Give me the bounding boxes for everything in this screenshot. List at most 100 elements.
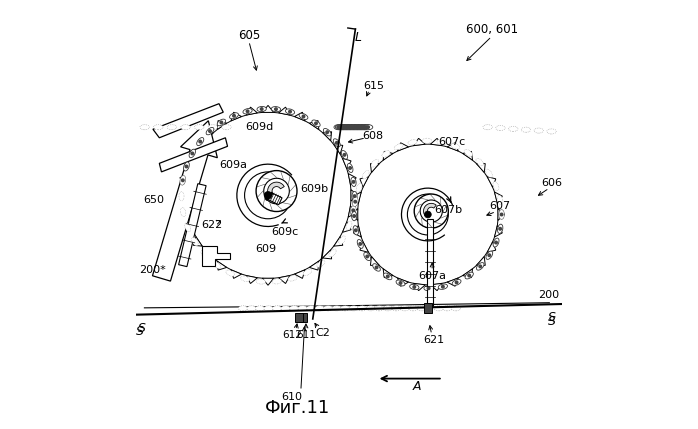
- Circle shape: [355, 229, 357, 232]
- Circle shape: [350, 126, 352, 128]
- Ellipse shape: [184, 162, 189, 171]
- Ellipse shape: [394, 144, 403, 150]
- Ellipse shape: [358, 124, 367, 130]
- Ellipse shape: [354, 124, 363, 130]
- Ellipse shape: [154, 124, 163, 130]
- Text: Фиг.11: Фиг.11: [265, 399, 330, 417]
- Text: 607a: 607a: [418, 271, 446, 281]
- Ellipse shape: [452, 306, 461, 311]
- Circle shape: [500, 213, 503, 216]
- Circle shape: [337, 126, 340, 128]
- Polygon shape: [309, 261, 319, 270]
- Text: 610: 610: [281, 392, 302, 402]
- Polygon shape: [424, 203, 436, 216]
- Ellipse shape: [290, 306, 299, 311]
- Circle shape: [352, 126, 355, 128]
- Text: C2: C2: [315, 328, 330, 338]
- Text: S: S: [547, 311, 556, 324]
- Circle shape: [275, 108, 277, 110]
- Ellipse shape: [168, 124, 177, 130]
- Polygon shape: [185, 158, 193, 169]
- Text: 609: 609: [255, 244, 276, 254]
- Circle shape: [352, 209, 355, 211]
- Circle shape: [365, 126, 368, 128]
- Circle shape: [455, 281, 458, 284]
- Polygon shape: [193, 237, 202, 246]
- Ellipse shape: [212, 261, 221, 269]
- Ellipse shape: [426, 306, 435, 311]
- Ellipse shape: [185, 223, 191, 232]
- Polygon shape: [309, 121, 319, 130]
- Circle shape: [260, 108, 263, 110]
- Ellipse shape: [181, 124, 191, 130]
- Circle shape: [343, 154, 346, 156]
- Circle shape: [359, 243, 362, 245]
- Polygon shape: [383, 269, 393, 278]
- Polygon shape: [265, 193, 273, 200]
- Polygon shape: [193, 145, 202, 154]
- Ellipse shape: [341, 151, 348, 159]
- Text: 607: 607: [490, 201, 511, 211]
- Polygon shape: [487, 242, 496, 252]
- Ellipse shape: [357, 306, 367, 311]
- Text: 609a: 609a: [219, 160, 247, 170]
- Ellipse shape: [306, 306, 316, 311]
- Text: 600, 601: 600, 601: [466, 23, 518, 36]
- Ellipse shape: [383, 306, 392, 311]
- Ellipse shape: [348, 124, 357, 130]
- Ellipse shape: [352, 124, 362, 130]
- Ellipse shape: [201, 251, 209, 258]
- Circle shape: [479, 265, 482, 268]
- Ellipse shape: [226, 270, 235, 276]
- Circle shape: [351, 126, 354, 128]
- Ellipse shape: [465, 272, 473, 279]
- Polygon shape: [205, 132, 214, 141]
- Polygon shape: [397, 278, 408, 286]
- Circle shape: [220, 121, 223, 124]
- Ellipse shape: [352, 191, 357, 201]
- Text: 605: 605: [238, 29, 260, 42]
- Ellipse shape: [257, 106, 267, 112]
- Circle shape: [413, 286, 415, 288]
- Ellipse shape: [498, 195, 503, 205]
- Ellipse shape: [217, 119, 225, 126]
- Ellipse shape: [239, 306, 248, 311]
- Ellipse shape: [339, 236, 346, 245]
- Polygon shape: [231, 270, 242, 278]
- Ellipse shape: [317, 260, 325, 267]
- Ellipse shape: [443, 306, 452, 311]
- Ellipse shape: [272, 106, 281, 112]
- Ellipse shape: [364, 252, 371, 260]
- Circle shape: [357, 144, 498, 285]
- Polygon shape: [180, 174, 188, 185]
- Circle shape: [353, 195, 356, 197]
- Polygon shape: [476, 163, 485, 172]
- Circle shape: [427, 287, 430, 290]
- Bar: [299, 313, 307, 322]
- Text: S: S: [138, 322, 145, 335]
- Polygon shape: [295, 270, 305, 278]
- Text: 621: 621: [424, 335, 445, 345]
- Circle shape: [359, 126, 362, 128]
- Ellipse shape: [392, 306, 401, 311]
- Polygon shape: [487, 177, 496, 187]
- Circle shape: [488, 254, 491, 257]
- Circle shape: [362, 126, 365, 128]
- Circle shape: [341, 126, 344, 128]
- Ellipse shape: [364, 124, 373, 130]
- Polygon shape: [180, 206, 188, 217]
- Ellipse shape: [181, 208, 186, 217]
- Circle shape: [315, 122, 318, 124]
- Ellipse shape: [241, 276, 250, 281]
- Circle shape: [209, 130, 211, 133]
- Ellipse shape: [499, 210, 504, 219]
- Ellipse shape: [323, 129, 331, 136]
- Text: 612: 612: [283, 330, 302, 340]
- Ellipse shape: [341, 306, 350, 311]
- Ellipse shape: [264, 306, 274, 311]
- Ellipse shape: [357, 124, 366, 130]
- Polygon shape: [153, 104, 223, 138]
- Polygon shape: [322, 132, 332, 141]
- Ellipse shape: [256, 279, 266, 284]
- Circle shape: [357, 126, 359, 128]
